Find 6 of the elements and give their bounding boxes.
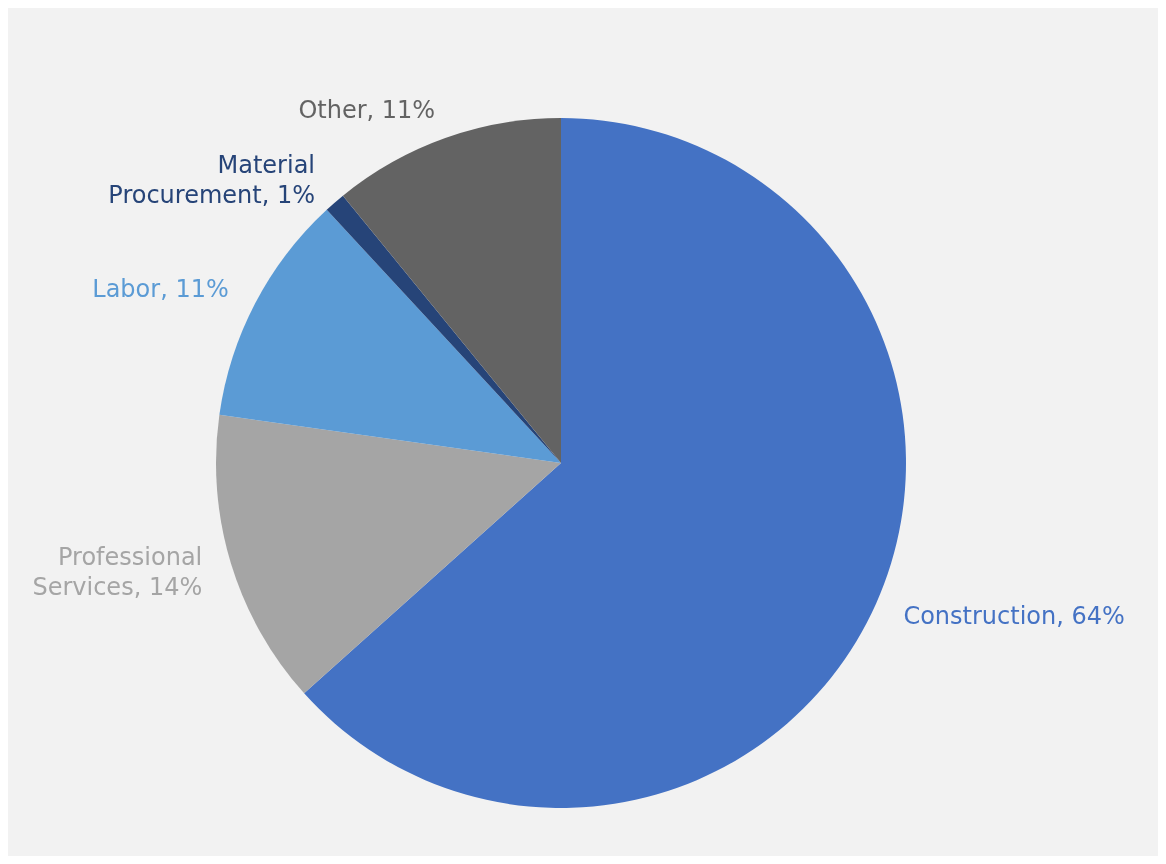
pie-slice <box>216 414 561 694</box>
slice-label: Other, 11% <box>297 94 436 125</box>
slice-label: Labor, 11% <box>91 274 229 305</box>
slice-label: Professional Services, 14% <box>31 542 203 603</box>
slice-label: Material Procurement, 1% <box>107 149 316 210</box>
slice-label: Construction, 64% <box>903 600 1126 631</box>
